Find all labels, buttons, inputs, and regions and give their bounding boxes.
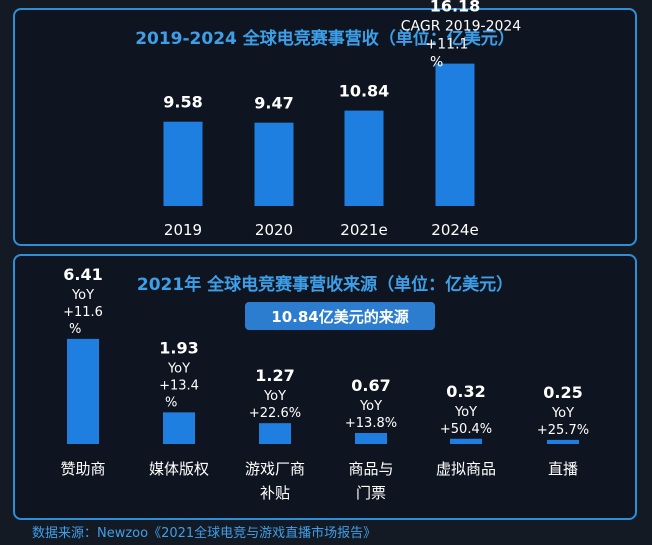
x-tick-label: 媒体版权 xyxy=(149,460,209,478)
value-label: 0.25 xyxy=(543,383,582,402)
x-tick-label: 门票 xyxy=(356,484,386,502)
x-tick-label: 游戏厂商 xyxy=(245,460,305,478)
cagr-annotation: +11.1 xyxy=(426,37,469,53)
yoy-label: YoY xyxy=(71,288,94,303)
bar xyxy=(344,110,384,206)
yoy-label: % xyxy=(69,322,81,337)
x-tick-label: 2021e xyxy=(340,221,387,239)
value-label: 10.84 xyxy=(339,82,390,101)
x-tick-label: 2019 xyxy=(164,221,202,239)
bar xyxy=(355,433,387,444)
value-label: 6.41 xyxy=(63,265,102,284)
value-label: 16.18 xyxy=(430,0,481,16)
revenue-trend-panel: 2019-2024 全球电竞赛事营收（单位：亿美元） xyxy=(13,8,637,246)
yoy-label: YoY xyxy=(359,399,382,414)
x-tick-label: 2020 xyxy=(255,221,293,239)
bar xyxy=(450,438,482,444)
bar xyxy=(435,63,475,207)
bar xyxy=(67,338,99,444)
value-label: 9.47 xyxy=(254,94,293,113)
yoy-label: % xyxy=(165,395,177,410)
data-source-note: 数据来源：Newzoo《2021全球电竞与游戏直播市场报告》 xyxy=(32,526,377,541)
yoy-label: YoY xyxy=(167,361,190,376)
x-tick-label: 商品与 xyxy=(348,460,393,478)
chart-subtitle: 10.84亿美元的来源 xyxy=(245,302,435,330)
yoy-label: +50.4% xyxy=(440,422,492,437)
cagr-annotation: % xyxy=(430,55,443,71)
yoy-label: YoY xyxy=(263,389,286,404)
x-tick-label: 补贴 xyxy=(260,484,290,502)
value-label: 0.67 xyxy=(351,376,390,395)
value-label: 1.93 xyxy=(159,338,198,357)
yoy-label: YoY xyxy=(551,406,574,421)
value-label: 9.58 xyxy=(163,93,202,112)
bar xyxy=(163,412,195,444)
yoy-label: +25.7% xyxy=(537,423,589,438)
chart-title: 2021年 全球电竞赛事营收来源（单位：亿美元） xyxy=(136,275,514,295)
bar xyxy=(254,122,294,206)
x-tick-label: 直播 xyxy=(548,460,578,478)
yoy-label: YoY xyxy=(454,405,477,420)
bar xyxy=(259,423,291,444)
value-label: 0.32 xyxy=(446,382,485,401)
revenue-trend-chart: 2019 9.58 2020 9.47 2021e 10.84 2024e 16.18 CAGR… xyxy=(163,0,522,239)
cagr-annotation: CAGR 2019-2024 xyxy=(401,19,522,35)
x-tick-label: 虚拟商品 xyxy=(436,460,496,478)
value-label: 1.27 xyxy=(255,366,294,385)
yoy-label: +11.6 xyxy=(63,305,103,320)
yoy-label: +13.8% xyxy=(345,416,397,431)
chart-title: 2019-2024 全球电竞赛事营收（单位：亿美元） xyxy=(135,29,515,49)
yoy-label: +22.6% xyxy=(249,406,301,421)
revenue-source-panel: 2021年 全球电竞赛事营收来源（单位：亿美元） 10.84亿美元的来源 xyxy=(13,254,637,520)
bar xyxy=(547,439,579,444)
bar xyxy=(163,121,203,206)
x-tick-label: 赞助商 xyxy=(60,460,105,478)
yoy-label: +13.4 xyxy=(159,378,199,393)
x-tick-label: 2024e xyxy=(431,221,478,239)
